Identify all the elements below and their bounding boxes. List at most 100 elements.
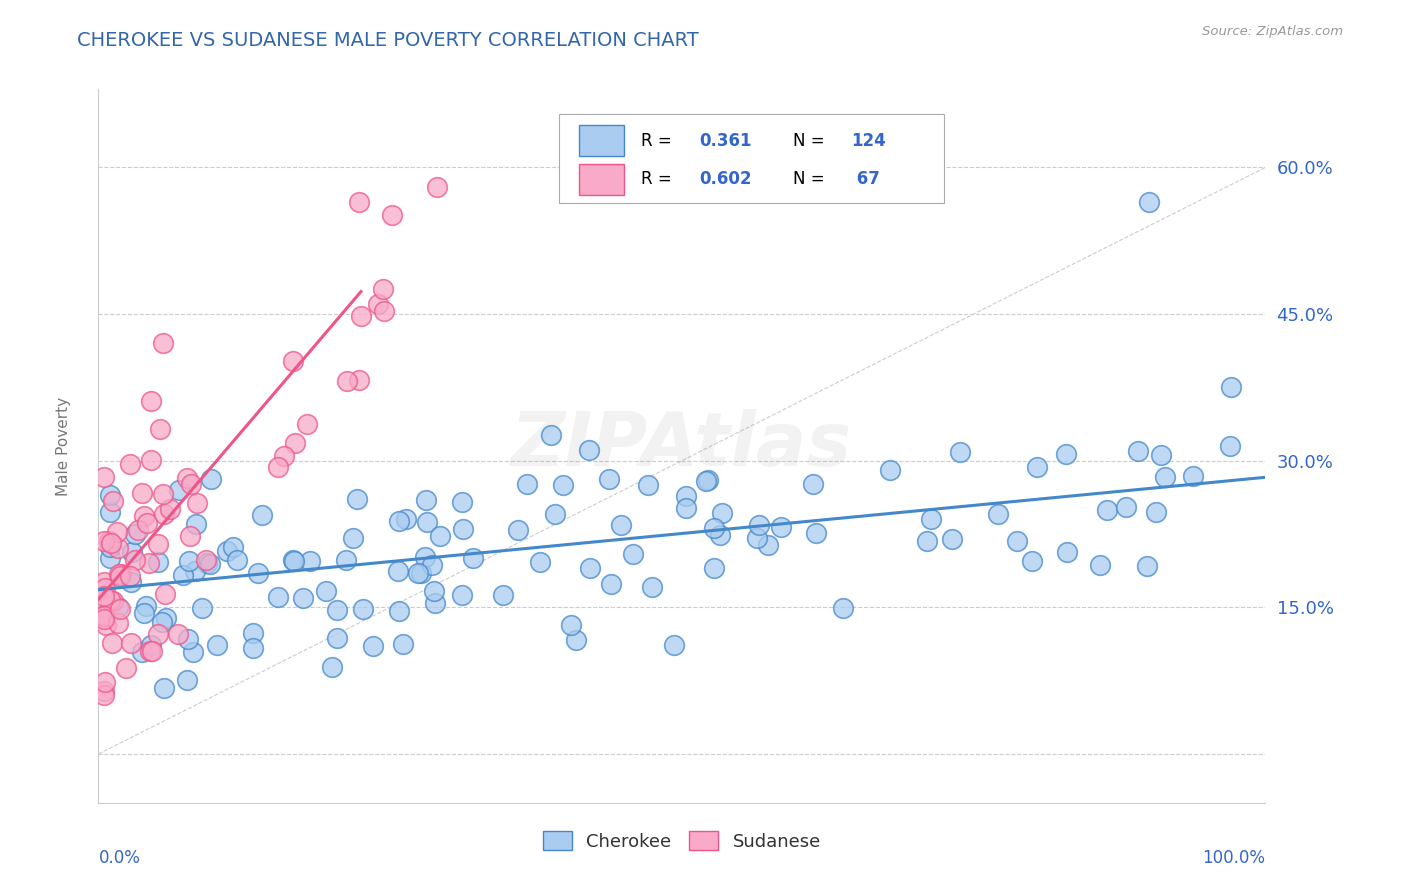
- Point: [176, 673, 198, 687]
- Point: [118, 568, 141, 582]
- Point: [451, 495, 474, 509]
- Point: [93, 684, 115, 698]
- Point: [131, 485, 153, 500]
- Text: N =: N =: [793, 132, 824, 150]
- Point: [1144, 505, 1167, 519]
- Point: [167, 483, 190, 497]
- Point: [450, 588, 472, 602]
- Point: [101, 593, 124, 607]
- Point: [941, 533, 963, 547]
- Point: [1219, 440, 1241, 454]
- Point: [879, 463, 901, 477]
- Point: [139, 393, 162, 408]
- Text: ZIPAtlas: ZIPAtlas: [512, 409, 852, 483]
- Point: [179, 529, 201, 543]
- Point: [544, 508, 567, 522]
- Point: [283, 553, 305, 567]
- Point: [179, 554, 201, 568]
- Point: [108, 569, 131, 583]
- Point: [138, 556, 160, 570]
- Point: [250, 508, 273, 523]
- Point: [135, 599, 157, 613]
- Point: [93, 589, 115, 603]
- Point: [176, 471, 198, 485]
- Point: [121, 545, 143, 559]
- Point: [195, 553, 218, 567]
- Point: [1090, 558, 1112, 573]
- Text: CHEROKEE VS SUDANESE MALE POVERTY CORRELATION CHART: CHEROKEE VS SUDANESE MALE POVERTY CORREL…: [77, 31, 699, 50]
- Point: [141, 644, 163, 658]
- Point: [159, 501, 181, 516]
- Point: [832, 601, 855, 615]
- Point: [225, 553, 247, 567]
- Point: [508, 523, 530, 537]
- Point: [1095, 502, 1118, 516]
- Point: [215, 544, 238, 558]
- Text: N =: N =: [793, 170, 824, 188]
- Point: [93, 607, 115, 622]
- Text: R =: R =: [641, 132, 672, 150]
- Point: [1025, 460, 1047, 475]
- Point: [150, 615, 173, 629]
- Point: [108, 601, 131, 615]
- Point: [641, 580, 664, 594]
- Point: [108, 567, 131, 582]
- Point: [392, 637, 415, 651]
- Point: [124, 527, 146, 541]
- Point: [153, 587, 176, 601]
- Point: [120, 636, 142, 650]
- Point: [141, 638, 163, 652]
- Point: [423, 583, 446, 598]
- Point: [709, 527, 731, 541]
- Point: [347, 373, 370, 387]
- Point: [1137, 194, 1160, 209]
- Point: [299, 554, 322, 568]
- Point: [756, 538, 779, 552]
- Point: [180, 477, 202, 491]
- Point: [352, 601, 374, 615]
- Point: [152, 507, 174, 521]
- Point: [139, 453, 162, 467]
- Point: [346, 492, 368, 507]
- Point: [93, 688, 115, 702]
- Point: [336, 374, 359, 388]
- Point: [172, 567, 194, 582]
- Point: [97, 533, 120, 548]
- Point: [135, 516, 157, 530]
- Point: [915, 533, 938, 548]
- Point: [711, 507, 734, 521]
- Point: [1056, 545, 1078, 559]
- Point: [621, 547, 644, 561]
- Point: [246, 566, 269, 581]
- Text: Source: ZipAtlas.com: Source: ZipAtlas.com: [1202, 25, 1343, 38]
- Point: [120, 457, 142, 471]
- Point: [413, 550, 436, 565]
- Text: R =: R =: [641, 170, 672, 188]
- Point: [697, 473, 720, 487]
- Point: [516, 476, 538, 491]
- FancyBboxPatch shape: [579, 125, 624, 156]
- Text: 0.361: 0.361: [699, 132, 752, 150]
- Point: [198, 557, 221, 571]
- Point: [273, 449, 295, 463]
- Text: 100.0%: 100.0%: [1202, 849, 1265, 867]
- Point: [1128, 443, 1150, 458]
- Point: [98, 505, 121, 519]
- Point: [281, 552, 304, 566]
- Point: [451, 522, 474, 536]
- Point: [703, 561, 725, 575]
- Point: [1136, 559, 1159, 574]
- Point: [394, 512, 416, 526]
- Point: [598, 472, 620, 486]
- Point: [152, 681, 174, 696]
- Point: [138, 644, 160, 658]
- Point: [1220, 380, 1243, 394]
- Point: [388, 604, 411, 618]
- Point: [177, 632, 200, 646]
- Point: [184, 564, 207, 578]
- Point: [551, 478, 574, 492]
- Point: [426, 180, 449, 194]
- Point: [101, 635, 124, 649]
- Point: [100, 535, 122, 549]
- Point: [184, 516, 207, 531]
